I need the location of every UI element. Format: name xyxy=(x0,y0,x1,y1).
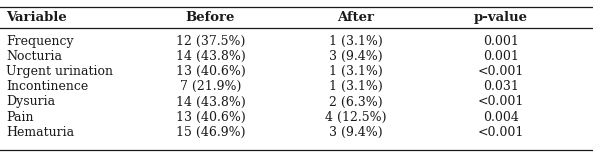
Text: 1 (3.1%): 1 (3.1%) xyxy=(329,80,382,93)
Text: Incontinence: Incontinence xyxy=(6,80,88,93)
Text: 12 (37.5%): 12 (37.5%) xyxy=(176,35,245,48)
Text: After: After xyxy=(337,11,374,24)
Text: 7 (21.9%): 7 (21.9%) xyxy=(180,80,241,93)
Text: 1 (3.1%): 1 (3.1%) xyxy=(329,35,382,48)
Text: Pain: Pain xyxy=(6,111,33,124)
Text: Variable: Variable xyxy=(6,11,66,24)
Text: 0.001: 0.001 xyxy=(483,50,519,63)
Text: 0.031: 0.031 xyxy=(483,80,519,93)
Text: Before: Before xyxy=(186,11,235,24)
Text: 13 (40.6%): 13 (40.6%) xyxy=(176,111,246,124)
Text: Nocturia: Nocturia xyxy=(6,50,62,63)
Text: Hematuria: Hematuria xyxy=(6,126,74,139)
Text: 1 (3.1%): 1 (3.1%) xyxy=(329,65,382,78)
Text: 0.004: 0.004 xyxy=(483,111,519,124)
Text: Urgent urination: Urgent urination xyxy=(6,65,113,78)
Text: 13 (40.6%): 13 (40.6%) xyxy=(176,65,246,78)
Text: 14 (43.8%): 14 (43.8%) xyxy=(176,50,246,63)
Text: 3 (9.4%): 3 (9.4%) xyxy=(329,126,382,139)
Text: <0.001: <0.001 xyxy=(478,126,524,139)
Text: 3 (9.4%): 3 (9.4%) xyxy=(329,50,382,63)
Text: 15 (46.9%): 15 (46.9%) xyxy=(176,126,246,139)
Text: 4 (12.5%): 4 (12.5%) xyxy=(325,111,387,124)
Text: 0.001: 0.001 xyxy=(483,35,519,48)
Text: <0.001: <0.001 xyxy=(478,65,524,78)
Text: 14 (43.8%): 14 (43.8%) xyxy=(176,95,246,109)
Text: <0.001: <0.001 xyxy=(478,95,524,109)
Text: Dysuria: Dysuria xyxy=(6,95,55,109)
Text: Frequency: Frequency xyxy=(6,35,74,48)
Text: 2 (6.3%): 2 (6.3%) xyxy=(329,95,382,109)
Text: p-value: p-value xyxy=(474,11,528,24)
